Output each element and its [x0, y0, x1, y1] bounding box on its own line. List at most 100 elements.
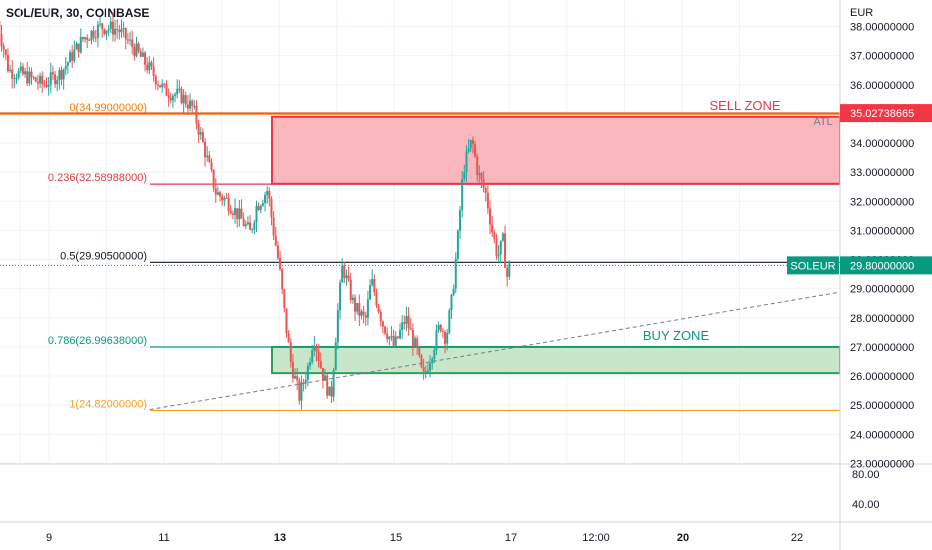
candle-body	[354, 297, 357, 312]
candle-body	[328, 386, 331, 396]
candle-body	[163, 83, 166, 85]
time-tick-label: 9	[46, 532, 52, 544]
candle-body	[195, 105, 198, 124]
candle-body	[219, 192, 222, 197]
candle-body	[401, 322, 404, 331]
indicator-tick-label: 80.00	[852, 469, 880, 481]
candle-body	[36, 81, 39, 84]
candle-body	[11, 69, 14, 79]
candle-body	[107, 28, 110, 31]
candle-body	[135, 43, 138, 56]
candle-body	[206, 155, 209, 158]
candle-body	[167, 95, 170, 99]
candle-body	[71, 52, 74, 61]
candle-body	[41, 75, 44, 85]
candle-body	[506, 267, 509, 277]
candle-body	[268, 190, 271, 199]
candle-body	[499, 240, 502, 255]
candle-body	[411, 329, 414, 346]
candle-body	[242, 218, 245, 227]
buy-zone-label: BUY ZONE	[643, 328, 710, 343]
candle-body	[4, 49, 7, 56]
candle-body	[465, 151, 468, 173]
candle-body	[332, 370, 335, 397]
candle-body	[251, 229, 254, 231]
candle-body	[62, 69, 65, 80]
candle-body	[66, 62, 69, 66]
candle-body	[381, 321, 384, 327]
candle-body	[298, 380, 301, 401]
candle-body	[347, 275, 350, 280]
fib-label: 0.786(26.99638000)	[48, 335, 147, 347]
candle-body	[369, 285, 372, 300]
candle-body	[270, 198, 273, 218]
candle-body	[264, 194, 267, 204]
candle-body	[504, 233, 507, 268]
candle-body	[259, 205, 262, 210]
candle-body	[150, 62, 153, 67]
candle-body	[208, 155, 211, 162]
candle-body	[39, 75, 42, 84]
candle-body	[364, 315, 367, 318]
candle-body	[75, 43, 78, 50]
candle-body	[124, 28, 127, 40]
candle-body	[165, 84, 168, 96]
candle-body	[484, 188, 487, 193]
candle-body	[221, 196, 224, 201]
candle-body	[366, 299, 369, 318]
candle-body	[358, 303, 361, 316]
price-tick-label: 38.00000000	[850, 22, 914, 34]
candle-body	[96, 24, 99, 38]
candle-body	[51, 72, 54, 75]
candle-body	[439, 325, 442, 331]
candle-body	[210, 161, 213, 170]
candle-body	[441, 330, 444, 332]
candle-body	[79, 37, 82, 53]
candle-body	[478, 173, 481, 176]
time-tick-label: 15	[390, 532, 402, 544]
candle-body	[131, 39, 134, 48]
fib-label: 1(24.82000000)	[69, 398, 147, 410]
candle-body	[255, 206, 258, 223]
candle-body	[169, 98, 172, 101]
candle-body	[81, 37, 84, 40]
candle-body	[287, 333, 290, 343]
candle-body	[129, 39, 132, 41]
candle-body	[69, 52, 72, 63]
price-tick-label: 25.00000000	[850, 400, 914, 412]
candle-body	[311, 350, 314, 363]
candle-body	[446, 332, 449, 344]
candle-body	[291, 361, 294, 379]
candle-body	[448, 310, 451, 333]
candle-body	[399, 330, 402, 338]
candle-body	[281, 268, 284, 290]
price-tick-label: 32.00000000	[850, 196, 914, 208]
candle-body	[176, 88, 179, 95]
atl-label: ATL	[813, 116, 832, 128]
candle-body	[371, 278, 374, 286]
sell-price-badge	[840, 104, 932, 123]
candle-body	[49, 72, 52, 85]
candle-body	[431, 358, 434, 364]
candle-body	[43, 84, 46, 86]
candle-body	[9, 69, 12, 72]
candle-body	[452, 288, 455, 295]
candle-body	[456, 230, 459, 259]
candle-body	[493, 232, 496, 239]
candle-body	[459, 210, 462, 231]
candle-body	[486, 192, 489, 209]
fib-label: 0(34.99000000)	[69, 102, 147, 114]
candle-body	[126, 39, 129, 41]
candle-body	[223, 197, 226, 201]
candle-body	[480, 173, 483, 180]
candle-body	[212, 169, 215, 189]
candle-body	[416, 338, 419, 348]
candle-body	[508, 261, 511, 277]
candle-body	[84, 37, 87, 40]
candle-body	[152, 66, 155, 77]
candle-body	[109, 21, 112, 29]
candle-body	[444, 331, 447, 344]
candle-body	[302, 382, 305, 384]
candle-body	[204, 141, 207, 158]
